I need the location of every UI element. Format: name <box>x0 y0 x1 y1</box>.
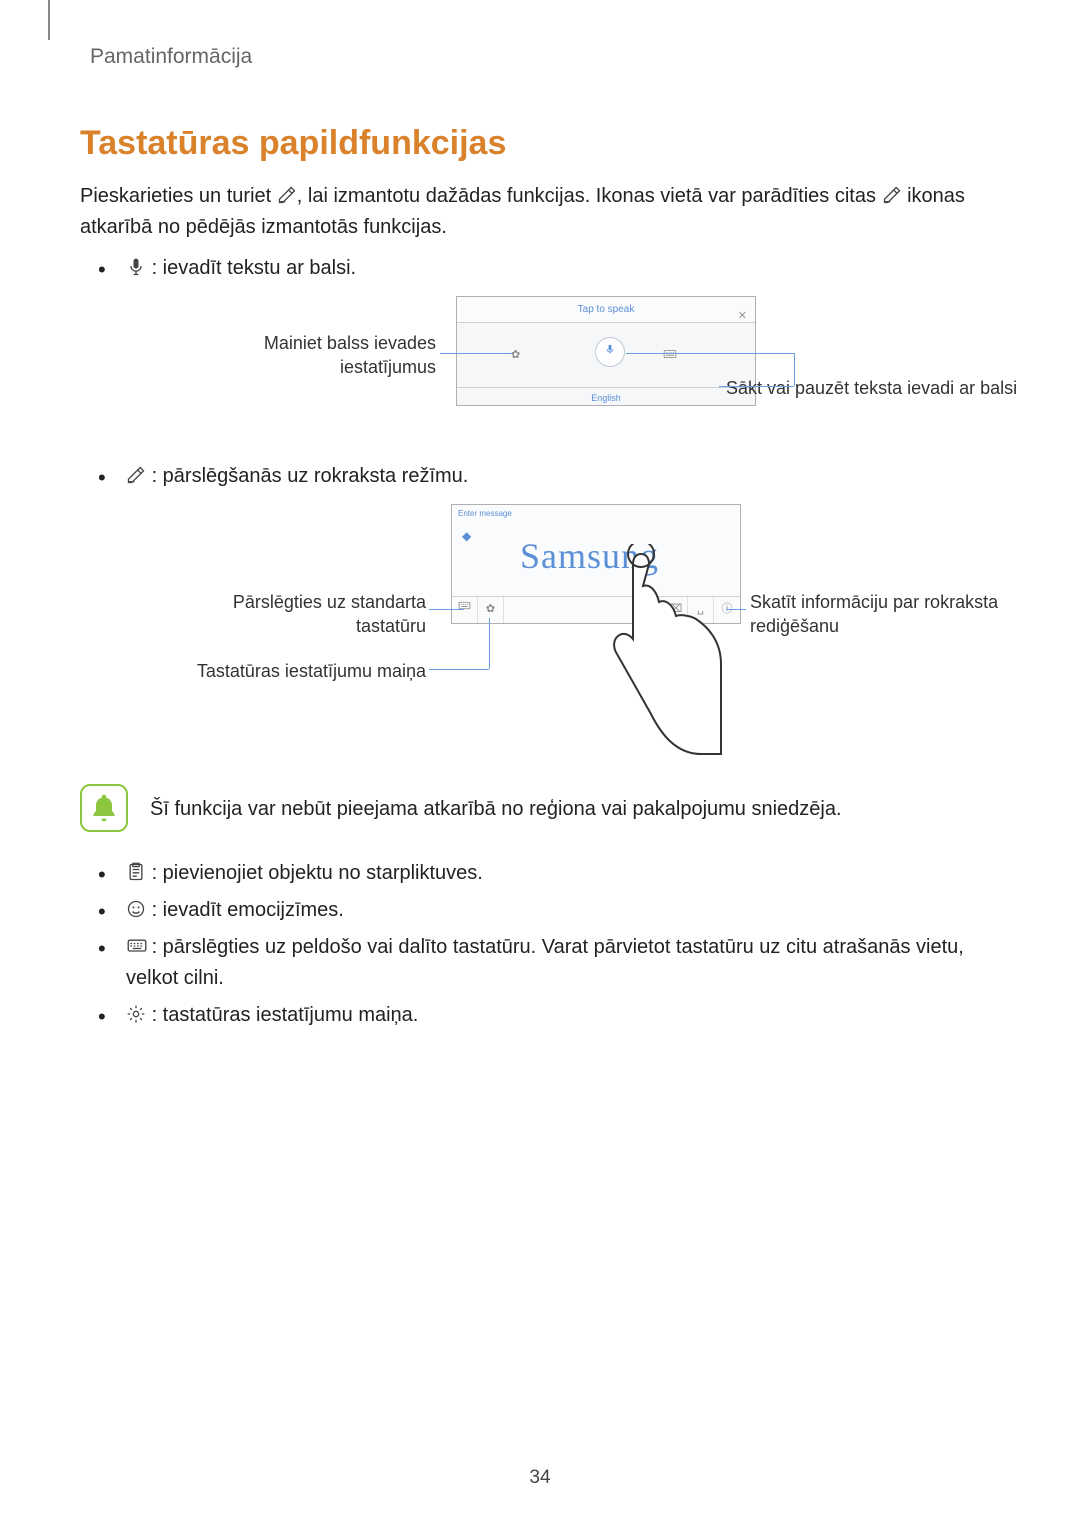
handwriting-figure: Enter message ◆ Samsung ✿ ⌫ ␣ ⓘ <box>126 504 1000 754</box>
note-bell-icon <box>80 784 128 832</box>
keyboard-icon <box>663 347 677 367</box>
callout-line <box>440 353 512 354</box>
list-text-emoji: : ievadīt emocijzīmes. <box>152 899 344 921</box>
gear-icon: ✿ <box>478 595 504 623</box>
list-text-handwriting: : pārslēgšanās uz rokraksta režīmu. <box>152 465 469 487</box>
handwriting-panel: Enter message ◆ Samsung ✿ ⌫ ␣ ⓘ <box>451 504 741 624</box>
pen-icon <box>126 464 146 484</box>
handwriting-area: Samsung <box>452 523 740 597</box>
callout-line <box>726 609 746 610</box>
page-number: 34 <box>0 1467 1080 1489</box>
callout-voice-startpause: Sākt vai pauzēt teksta ievadi ar balsi <box>726 376 1026 400</box>
mic-button-icon <box>595 337 625 367</box>
callout-line <box>429 669 489 670</box>
gear-icon <box>126 1003 146 1023</box>
callout-kbd-settings: Tastatūras iestatījumu maiņa <box>151 659 426 683</box>
voice-tap-label: Tap to speak <box>578 304 635 315</box>
pen-options-icon <box>277 184 297 204</box>
intro-text-1: Pieskarieties un turiet <box>80 185 277 207</box>
list-text-clipboard: : pievienojiet objektu no starpliktuves. <box>152 862 483 884</box>
callout-line <box>489 618 490 669</box>
note-text: Šī funkcija var nebūt pieejama atkarībā … <box>150 784 842 824</box>
voice-panel-footer: English <box>457 387 755 407</box>
floating-keyboard-icon <box>126 935 146 955</box>
gear-icon: ✿ <box>511 347 520 364</box>
backspace-icon: ⌫ <box>662 595 688 623</box>
handwriting-header: Enter message <box>452 505 740 523</box>
handwriting-toolbar: ✿ ⌫ ␣ ⓘ <box>452 595 740 623</box>
intro-paragraph: Pieskarieties un turiet , lai izmantotu … <box>80 181 1000 243</box>
voice-panel-body: ✿ <box>457 323 755 387</box>
list-text-settings: : tastatūras iestatījumu maiņa. <box>152 1004 419 1026</box>
function-list-2: : pievienojiet objektu no starpliktuves.… <box>98 858 1000 1031</box>
clipboard-icon <box>126 861 146 881</box>
list-text-voice: : ievadīt tekstu ar balsi. <box>152 257 357 279</box>
list-item-voice: : ievadīt tekstu ar balsi. Tap to speak … <box>98 253 1000 441</box>
smiley-icon <box>126 898 146 918</box>
list-item-float-kbd: : pārslēgties uz peldošo vai dalīto tast… <box>98 932 1000 994</box>
callout-hand-info: Skatīt informāciju par rokraksta rediģēš… <box>750 590 1050 639</box>
callout-voice-settings: Mainiet balss ievades iestatījumus <box>206 331 436 380</box>
pen-options-icon <box>882 184 902 204</box>
callout-line <box>429 609 464 610</box>
page-content: Pamatinformācija Tastatūras papildfunkci… <box>0 0 1080 1031</box>
list-item-clipboard: : pievienojiet objektu no starpliktuves. <box>98 858 1000 889</box>
list-text-float-kbd: : pārslēgties uz peldošo vai dalīto tast… <box>126 936 964 989</box>
page-edge-mark <box>48 0 50 40</box>
intro-text-2: , lai izmantotu dažādas funkcijas. Ikona… <box>297 185 882 207</box>
breadcrumb: Pamatinformācija <box>90 45 1000 69</box>
callout-line <box>719 386 794 387</box>
list-item-emoji: : ievadīt emocijzīmes. <box>98 895 1000 926</box>
voice-input-panel: Tap to speak ✕ ✿ English <box>456 296 756 406</box>
function-list: : ievadīt tekstu ar balsi. Tap to speak … <box>98 253 1000 754</box>
callout-line <box>794 353 795 386</box>
page-heading: Tastatūras papildfunkcijas <box>80 124 1000 163</box>
list-item-handwriting: : pārslēgšanās uz rokraksta režīmu. Ente… <box>98 461 1000 754</box>
voice-figure: Tap to speak ✕ ✿ English Mainiet b <box>126 296 1000 441</box>
mic-icon <box>126 256 146 276</box>
space-icon: ␣ <box>688 595 714 623</box>
callout-std-keyboard: Pārslēgties uz standarta tastatūru <box>186 590 426 639</box>
callout-line <box>626 353 794 354</box>
voice-panel-header: Tap to speak ✕ <box>457 297 755 323</box>
list-item-settings: : tastatūras iestatījumu maiņa. <box>98 1000 1000 1031</box>
note-box: Šī funkcija var nebūt pieejama atkarībā … <box>80 784 1000 832</box>
handwritten-text: Samsung <box>520 529 659 585</box>
